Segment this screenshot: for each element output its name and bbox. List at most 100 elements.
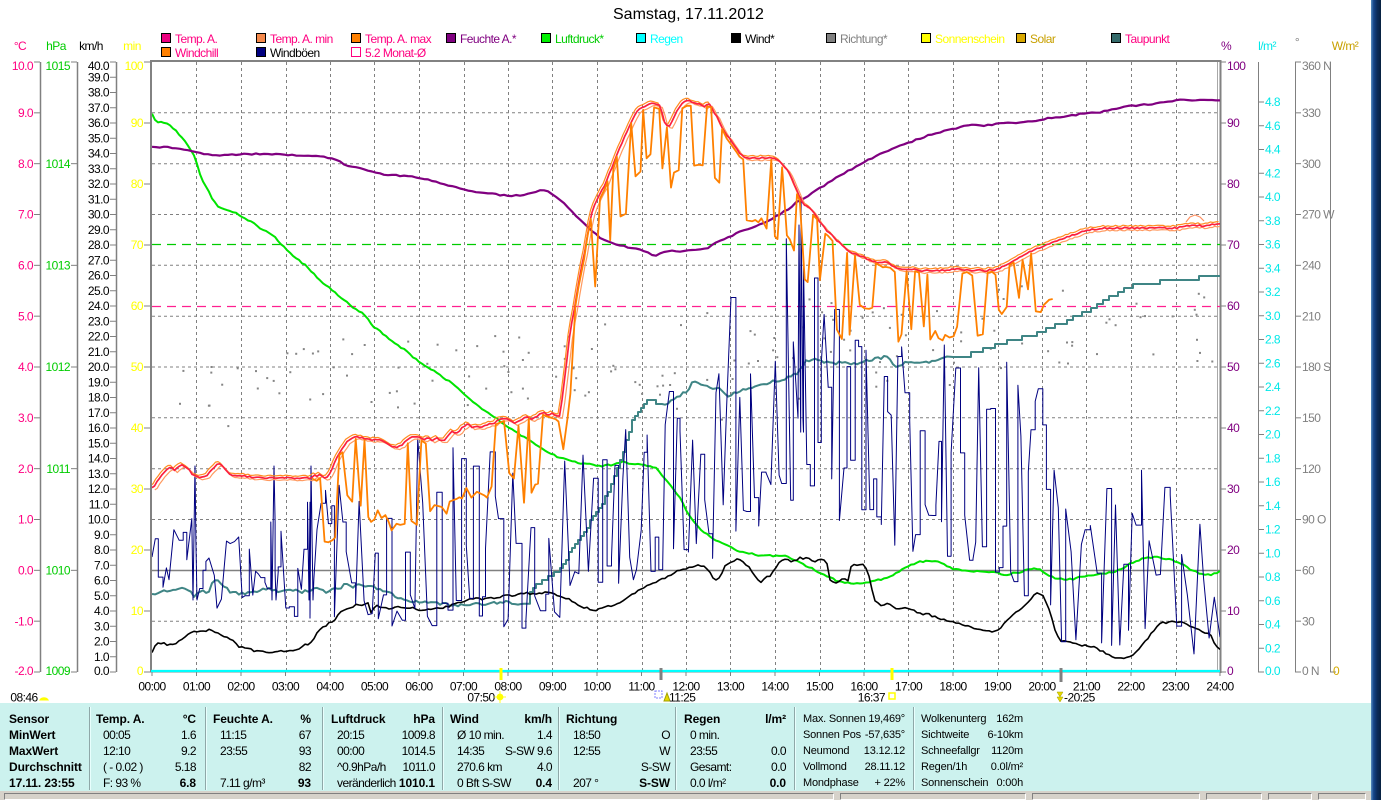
svg-text:31.0: 31.0: [88, 192, 110, 206]
svg-text:1.8: 1.8: [1265, 451, 1281, 465]
svg-text:3.0: 3.0: [1265, 309, 1281, 323]
svg-text:4.8: 4.8: [1265, 95, 1281, 109]
svg-text:00:00: 00:00: [138, 680, 166, 694]
svg-text:0.2: 0.2: [1265, 641, 1281, 655]
svg-text:26.0: 26.0: [88, 269, 110, 283]
svg-text:60: 60: [131, 299, 144, 313]
svg-text:240: 240: [1302, 259, 1321, 273]
svg-text:120: 120: [1302, 462, 1321, 476]
svg-text:0.0: 0.0: [18, 564, 34, 578]
svg-text:22.0: 22.0: [88, 330, 110, 344]
svg-text:2.6: 2.6: [1265, 356, 1281, 370]
svg-text:18.0: 18.0: [88, 391, 110, 405]
svg-text:1013: 1013: [46, 259, 71, 273]
svg-text:24:00: 24:00: [1206, 680, 1234, 694]
svg-text:23.0: 23.0: [88, 314, 110, 328]
svg-text:15.0: 15.0: [88, 436, 110, 450]
svg-text:2.0: 2.0: [94, 635, 110, 649]
svg-text:3.2: 3.2: [1265, 285, 1281, 299]
svg-text:11.0: 11.0: [89, 497, 110, 511]
svg-text:300: 300: [1302, 157, 1321, 171]
svg-text:80: 80: [131, 177, 144, 191]
svg-text:1011: 1011: [46, 462, 70, 476]
svg-text:29.0: 29.0: [88, 223, 110, 237]
svg-text:3.0: 3.0: [94, 619, 110, 633]
svg-text:18:00: 18:00: [939, 680, 967, 694]
svg-text:100: 100: [1227, 59, 1246, 73]
svg-text:8.0: 8.0: [94, 543, 110, 557]
svg-text:14.0: 14.0: [88, 452, 110, 466]
svg-text:9.0: 9.0: [18, 106, 34, 120]
svg-text:28.0: 28.0: [88, 238, 110, 252]
svg-text:30: 30: [1302, 614, 1315, 628]
svg-text:22:00: 22:00: [1117, 680, 1145, 694]
svg-text:4.0: 4.0: [94, 604, 110, 618]
svg-text:5.0: 5.0: [18, 309, 34, 323]
svg-text:21:00: 21:00: [1073, 680, 1101, 694]
svg-text:90: 90: [1227, 116, 1240, 130]
svg-text:34.0: 34.0: [88, 147, 110, 161]
svg-text:08:00: 08:00: [494, 680, 522, 694]
svg-text:12.0: 12.0: [88, 482, 110, 496]
svg-text:60: 60: [1227, 299, 1240, 313]
svg-text:10.0: 10.0: [12, 59, 34, 73]
svg-text:02:00: 02:00: [227, 680, 255, 694]
svg-text:25.0: 25.0: [88, 284, 110, 298]
svg-text:24.0: 24.0: [88, 299, 110, 313]
svg-text:11:00: 11:00: [628, 680, 655, 694]
svg-text:09:00: 09:00: [539, 680, 567, 694]
svg-text:30: 30: [131, 482, 144, 496]
svg-text:03:00: 03:00: [272, 680, 300, 694]
svg-text:0.6: 0.6: [1265, 594, 1281, 608]
svg-text:13.0: 13.0: [88, 467, 110, 481]
svg-text:4.2: 4.2: [1265, 166, 1281, 180]
svg-text:0.0: 0.0: [1265, 664, 1281, 678]
svg-text:50: 50: [1227, 360, 1240, 374]
svg-text:70: 70: [1227, 238, 1240, 252]
svg-text:90: 90: [131, 116, 144, 130]
svg-text:0: 0: [1333, 664, 1340, 678]
svg-text:19:00: 19:00: [984, 680, 1012, 694]
svg-text:12:00: 12:00: [672, 680, 700, 694]
svg-text:6.0: 6.0: [94, 574, 110, 588]
svg-text:2.8: 2.8: [1265, 333, 1281, 347]
svg-text:14:00: 14:00: [761, 680, 789, 694]
svg-text:35.0: 35.0: [88, 131, 110, 145]
svg-text:210: 210: [1302, 309, 1321, 323]
svg-text:3.8: 3.8: [1265, 214, 1281, 228]
svg-text:330: 330: [1302, 106, 1321, 120]
svg-text:39.0: 39.0: [88, 70, 110, 84]
svg-text:30.0: 30.0: [88, 208, 110, 222]
svg-text:13:00: 13:00: [717, 680, 745, 694]
svg-text:360 N: 360 N: [1302, 59, 1331, 73]
svg-text:60: 60: [1302, 564, 1315, 578]
svg-text:0: 0: [137, 664, 144, 678]
svg-text:l/m²: l/m²: [1258, 39, 1276, 53]
svg-text:27.0: 27.0: [88, 253, 110, 267]
svg-text:7.0: 7.0: [94, 558, 110, 572]
svg-text:21.0: 21.0: [88, 345, 110, 359]
svg-text:180 S: 180 S: [1302, 360, 1331, 374]
svg-text:07:00: 07:00: [450, 680, 478, 694]
svg-text:40: 40: [131, 421, 144, 435]
svg-text:1010: 1010: [46, 564, 71, 578]
svg-text:80: 80: [1227, 177, 1240, 191]
svg-text:-1.0: -1.0: [15, 614, 34, 628]
svg-text:33.0: 33.0: [88, 162, 110, 176]
svg-text:2.2: 2.2: [1265, 404, 1281, 418]
svg-text:0.0: 0.0: [94, 664, 110, 678]
svg-text:270 W: 270 W: [1302, 208, 1335, 222]
svg-text:30: 30: [1227, 482, 1240, 496]
svg-text:37.0: 37.0: [88, 101, 110, 115]
svg-text:19.0: 19.0: [88, 375, 110, 389]
svg-text:90 O: 90 O: [1302, 513, 1326, 527]
svg-text:05:00: 05:00: [361, 680, 389, 694]
svg-text:1.0: 1.0: [94, 650, 110, 664]
svg-text:W/m²: W/m²: [1332, 39, 1359, 53]
svg-text:20:00: 20:00: [1028, 680, 1056, 694]
svg-text:100: 100: [125, 59, 144, 73]
svg-text:3.4: 3.4: [1265, 261, 1281, 275]
svg-text:01:00: 01:00: [183, 680, 211, 694]
svg-text:10: 10: [131, 604, 144, 618]
svg-text:20: 20: [131, 543, 144, 557]
